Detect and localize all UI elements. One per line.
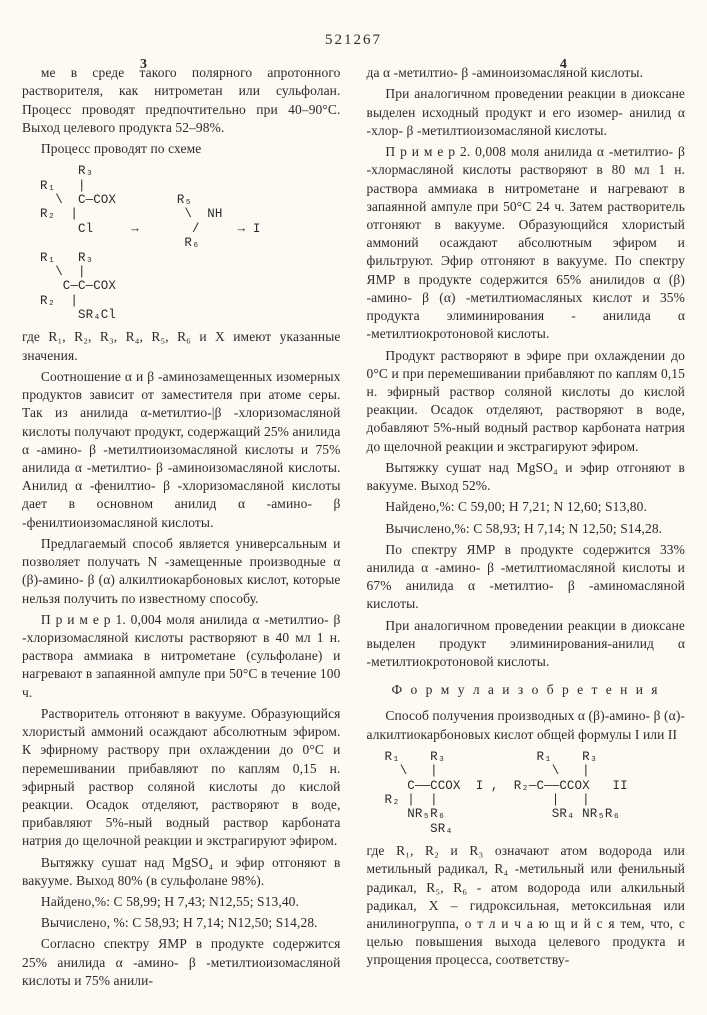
page-number-right: 4 <box>560 56 567 75</box>
para: Предлагаемый способ является универсальн… <box>22 535 341 608</box>
left-column: ме в среде такого полярного апротонного … <box>22 64 341 993</box>
patent-number: 521267 <box>22 30 685 50</box>
para: Соотношение α и β -аминозамещенных изоме… <box>22 368 341 532</box>
page-number-left: 3 <box>140 56 147 75</box>
chem-formula: R₁ R₃ R₁ R₃ \ | \ | C——CCOX I , R₂—C——CC… <box>385 750 686 836</box>
para: Найдено,%: С 58,99; H 7,43; N12,55; S13,… <box>22 893 341 911</box>
para: По спектру ЯМР в продукте содержится 33%… <box>367 541 686 614</box>
para: Процесс проводят по схеме <box>22 140 341 158</box>
para: Вытяжку сушат над MgSO₄ и эфир отгоняют … <box>367 459 686 495</box>
para: П р и м е р 1. 0,004 моля анилида α -мет… <box>22 611 341 702</box>
para: Способ получения производных α (β)-амино… <box>367 707 686 743</box>
para: Растворитель отгоняют в вакууме. Образую… <box>22 705 341 851</box>
para: Вычислено,%: С 58,93; H 7,14; N 12,50; S… <box>367 520 686 538</box>
para: где R₁, R₂ и R₃ означают атом водорода и… <box>367 842 686 970</box>
para: Продукт растворяют в эфире при охлаждени… <box>367 347 686 456</box>
para: П р и м е р 2. 0,008 моля анилида α -мет… <box>367 143 686 343</box>
para: При аналогичном проведении реакции в дио… <box>367 85 686 140</box>
columns: ме в среде такого полярного апротонного … <box>22 64 685 993</box>
para: Вычислено, %: С 58,93; H 7,14; N12,50; S… <box>22 914 341 932</box>
para: ме в среде такого полярного апротонного … <box>22 64 341 137</box>
para: где R₁, R₂, R₃, R₄, R₅, R₆ и X имеют ука… <box>22 328 341 364</box>
para: При аналогичном проведении реакции в дио… <box>367 617 686 672</box>
right-column: да α -метилтио- β -аминоизомасляной кисл… <box>367 64 686 993</box>
para: Согласно спектру ЯМР в продукте содержит… <box>22 935 341 990</box>
para: да α -метилтио- β -аминоизомасляной кисл… <box>367 64 686 82</box>
claims-heading: Ф о р м у л а и з о б р е т е н и я <box>367 681 686 699</box>
page-container: 3 4 521267 ме в среде такого полярного а… <box>22 30 685 993</box>
para: Найдено,%: С 59,00; H 7,21; N 12,60; S13… <box>367 498 686 516</box>
chem-scheme: R₃ R₁ | \ C—COX R₅ R₂ | \ NH Cl → / → I … <box>40 164 341 322</box>
para: Вытяжку сушат над MgSO₄ и эфир отгоняют … <box>22 854 341 890</box>
